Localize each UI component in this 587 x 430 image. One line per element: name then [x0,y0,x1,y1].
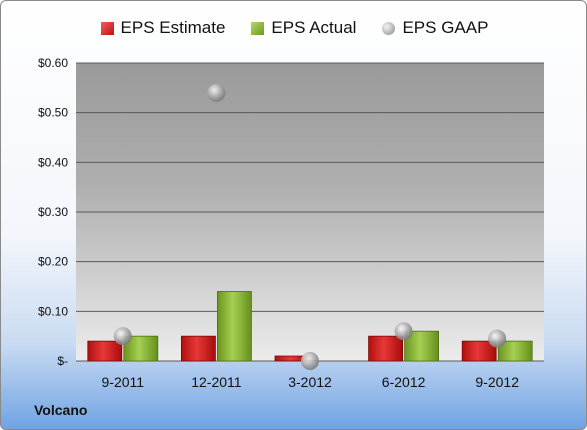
legend-item-actual: EPS Actual [251,18,356,38]
estimate-bar [461,340,497,362]
estimate-bar [87,340,123,362]
gaap-marker [113,327,132,346]
y-tick-label: $0.20 [38,255,68,269]
y-tick-label: $- [57,354,68,368]
y-tick-label: $0.10 [38,304,68,318]
y-tick-label: $0.50 [38,106,68,120]
x-tick-label: 6-2012 [382,374,426,390]
legend-label-actual: EPS Actual [271,18,357,37]
legend: EPS Estimate EPS Actual EPS GAAP [1,18,586,38]
gaap-marker [301,352,319,370]
y-tick-label: $0.60 [38,56,68,70]
actual-bar [497,340,533,362]
estimate-bar [180,335,216,362]
gaap-marker [488,329,507,348]
gaap-marker [207,83,226,102]
y-tick-label: $0.30 [38,205,68,219]
actual-bar [216,291,252,362]
x-tick-label: 9-2011 [102,374,145,390]
legend-label-gaap: EPS GAAP [402,18,489,37]
legend-item-estimate: EPS Estimate [100,18,226,38]
x-tick-label: 9-2012 [475,374,519,390]
gaap-swatch [382,21,396,35]
actual-swatch [251,21,265,35]
legend-item-gaap: EPS GAAP [382,18,488,38]
gaap-marker [394,322,413,341]
legend-label-estimate: EPS Estimate [120,18,226,37]
estimate-bar [368,335,404,362]
x-tick-label: 3-2012 [288,374,332,390]
x-tick-label: 12-2011 [191,374,242,390]
estimate-swatch [100,21,114,35]
company-name: Volcano [34,402,88,418]
y-tick-label: $0.40 [38,155,68,169]
